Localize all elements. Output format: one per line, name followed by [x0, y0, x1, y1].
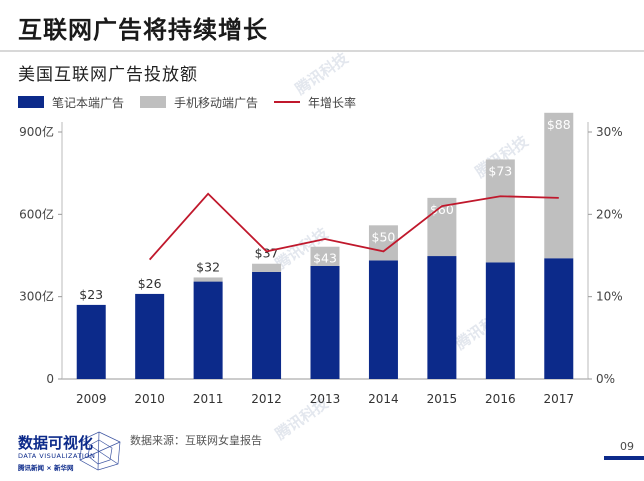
bar-laptop [252, 271, 282, 379]
page-title: 互联网广告将持续增长 [18, 16, 268, 44]
bar-laptop [368, 260, 398, 379]
bar-data-label: $26 [138, 276, 162, 291]
x-tick-label: 2016 [485, 392, 516, 406]
bar-mobile [544, 112, 574, 259]
bar-data-label: $37 [255, 246, 279, 261]
legend-item-growth: 年增长率 [274, 94, 356, 111]
bar-mobile [252, 263, 282, 272]
bar-mobile [310, 246, 340, 266]
bar-data-label: $73 [488, 163, 512, 178]
legend-swatch-mobile [140, 96, 167, 108]
bar-data-label: $88 [547, 117, 571, 132]
bar-mobile [427, 197, 457, 257]
bar-mobile [485, 159, 515, 263]
data-visualization-logo: 数据可视化 DATA VISUALIZATION 腾讯新闻 × 新华网 [14, 430, 124, 472]
bar-laptop [76, 304, 106, 379]
logo-mesh-icon [79, 431, 121, 471]
y-right-tick-label: 20% [596, 207, 623, 221]
x-tick-label: 2015 [427, 392, 458, 406]
y-right-tick-label: 30% [596, 125, 623, 139]
bar-data-label: $43 [313, 251, 337, 266]
x-tick-label: 2017 [544, 392, 575, 406]
logo-partners-text: 腾讯新闻 × 新华网 [18, 464, 74, 472]
bar-laptop [193, 281, 223, 379]
legend-label-laptop: 笔记本端广告 [52, 95, 125, 110]
bar-data-label: $23 [79, 287, 103, 302]
title-divider [0, 50, 644, 52]
logo-sub-text: DATA VISUALIZATION [18, 452, 96, 460]
x-tick-label: 2012 [251, 392, 282, 406]
y-right-tick-label: 0% [596, 372, 615, 386]
bar-data-label: $50 [372, 229, 396, 244]
y-right-tick-label: 10% [596, 290, 623, 304]
page-number-bar [604, 456, 644, 460]
x-tick-label: 2011 [193, 392, 224, 406]
legend-label-growth: 年增长率 [308, 95, 357, 110]
legend-item-mobile: 手机移动端广告 [140, 94, 258, 111]
bar-mobile [193, 277, 223, 282]
y-left-tick-label: 600亿 [19, 206, 54, 221]
logo-main-text: 数据可视化 [18, 434, 94, 452]
y-left-tick-label: 300亿 [19, 289, 54, 304]
legend-label-mobile: 手机移动端广告 [174, 95, 259, 110]
chart-title: 美国互联网广告投放额 [18, 65, 198, 85]
data-source: 数据来源：互联网女皇报告 [130, 434, 262, 447]
page-number: 09 [620, 440, 634, 453]
bar-laptop [135, 293, 165, 379]
legend-item-laptop: 笔记本端广告 [18, 94, 124, 111]
x-tick-label: 2009 [76, 392, 107, 406]
bar-laptop [485, 262, 515, 379]
bar-laptop [427, 256, 457, 379]
legend-swatch-laptop [18, 96, 44, 108]
watermark-text: 腾讯科技 [291, 49, 352, 99]
bar-data-label: $32 [196, 259, 220, 274]
legend: 笔记本端广告 手机移动端广告 年增长率 [18, 94, 372, 110]
y-left-tick-label: 0 [46, 372, 54, 386]
x-tick-label: 2010 [134, 392, 165, 406]
x-tick-label: 2014 [368, 392, 399, 406]
x-tick-label: 2013 [310, 392, 341, 406]
bar-laptop [544, 258, 574, 379]
y-left-tick-label: 900亿 [19, 124, 54, 139]
bar-laptop [310, 265, 340, 379]
legend-line-growth [274, 101, 301, 103]
growth-rate-line [148, 192, 559, 261]
